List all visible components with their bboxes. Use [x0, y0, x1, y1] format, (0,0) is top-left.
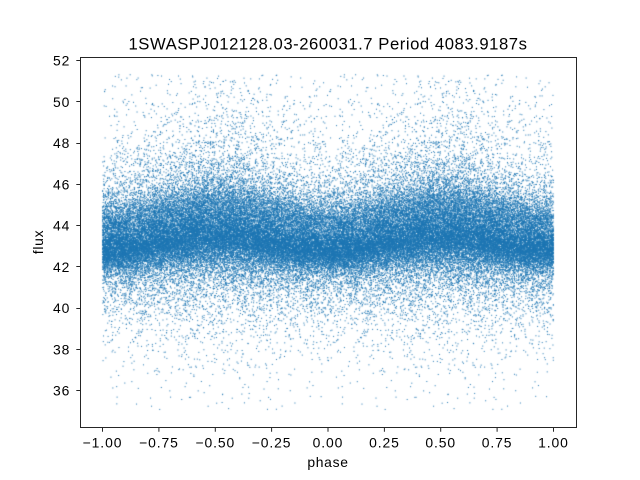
svg-text:−0.75: −0.75	[139, 435, 179, 451]
svg-text:flux: flux	[30, 230, 46, 254]
svg-text:−0.25: −0.25	[252, 435, 292, 451]
svg-text:0.00: 0.00	[313, 435, 344, 451]
svg-text:0.25: 0.25	[369, 435, 400, 451]
svg-text:−1.00: −1.00	[83, 435, 123, 451]
svg-text:1.00: 1.00	[538, 435, 569, 451]
svg-text:44: 44	[53, 218, 70, 234]
svg-text:52: 52	[53, 53, 70, 69]
svg-text:1SWASPJ012128.03-260031.7 Peri: 1SWASPJ012128.03-260031.7 Period 4083.91…	[128, 35, 527, 54]
svg-text:0.75: 0.75	[482, 435, 513, 451]
svg-text:50: 50	[53, 94, 70, 110]
svg-text:−0.50: −0.50	[195, 435, 235, 451]
svg-text:42: 42	[53, 259, 70, 275]
svg-text:phase: phase	[307, 454, 348, 470]
svg-text:46: 46	[53, 176, 70, 192]
svg-text:48: 48	[53, 135, 70, 151]
svg-text:0.50: 0.50	[425, 435, 456, 451]
svg-text:38: 38	[53, 341, 70, 357]
svg-text:36: 36	[53, 383, 70, 399]
svg-text:40: 40	[53, 300, 70, 316]
